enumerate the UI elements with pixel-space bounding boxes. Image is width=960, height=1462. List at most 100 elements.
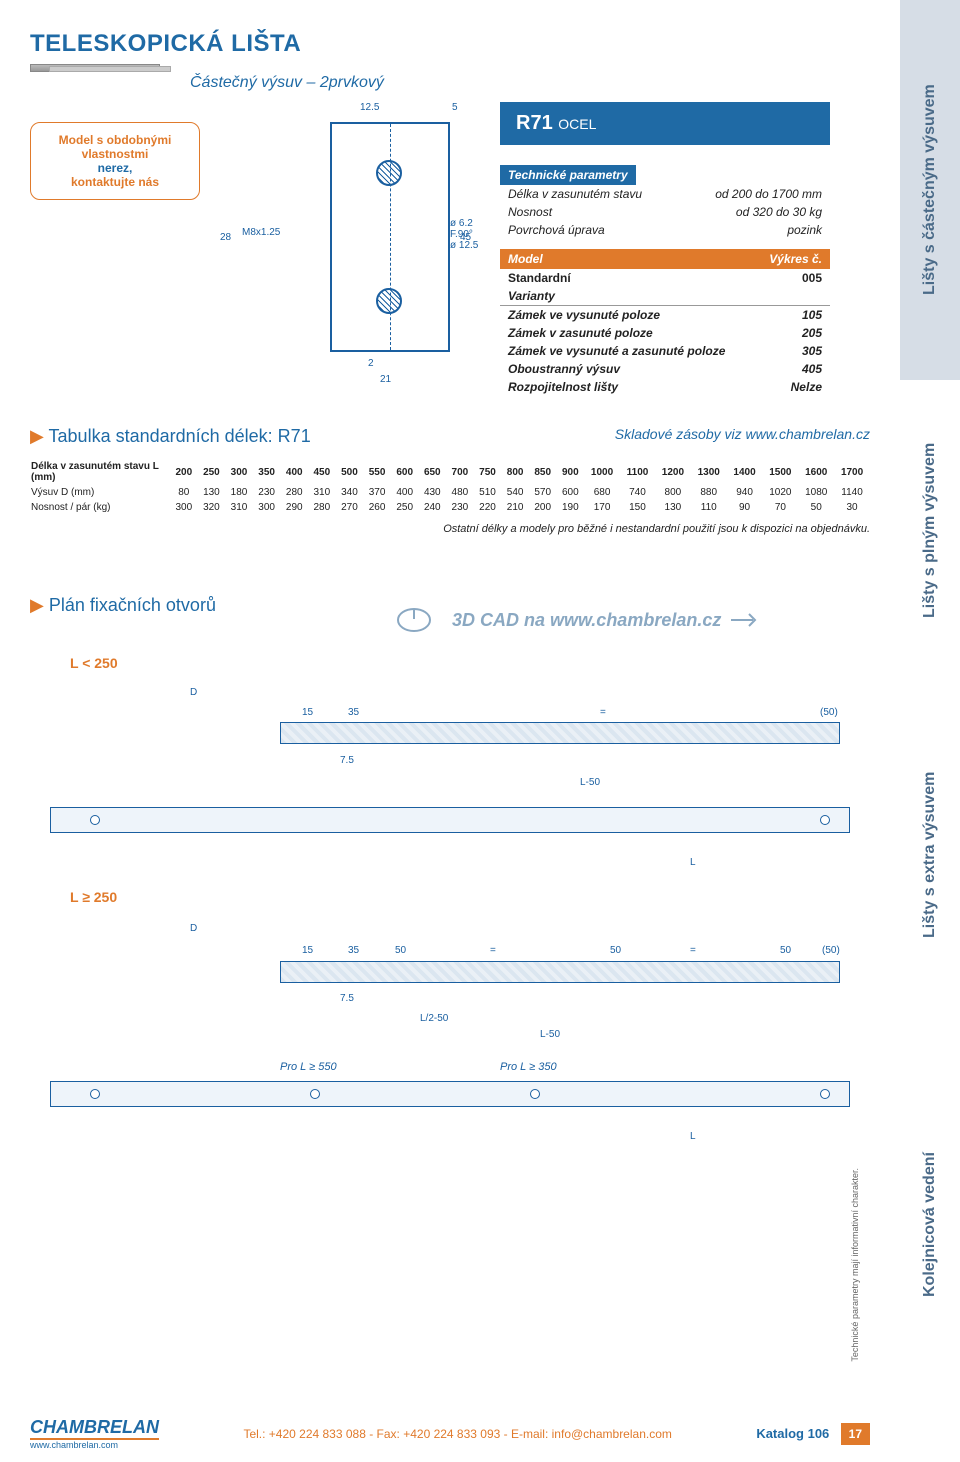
variant-value: Nelze <box>791 380 822 394</box>
note-L550: Pro L ≥ 550 <box>280 1061 337 1073</box>
page-number: 17 <box>841 1423 870 1445</box>
table-row-label: Výsuv D (mm) <box>30 485 170 500</box>
brand-logo: CHAMBRELAN <box>30 1417 159 1440</box>
table-cell: 1700 <box>834 459 870 485</box>
sidebar-tab-linear[interactable]: Kolejnicová vedení <box>900 1030 960 1420</box>
table-cell: 200 <box>170 459 198 485</box>
table-cell: 510 <box>474 485 502 500</box>
standard-k: Standardní <box>508 271 571 285</box>
variant-value: 305 <box>802 344 822 358</box>
table-cell: 1500 <box>762 459 798 485</box>
table-cell: 1000 <box>584 459 620 485</box>
table-cell: 180 <box>225 485 253 500</box>
table-cell: 1600 <box>798 459 834 485</box>
triangle-icon: ▶ <box>30 595 44 615</box>
catalog-label: Katalog 106 <box>756 1426 829 1441</box>
dim-label: 21 <box>380 374 391 385</box>
lengths-heading: ▶ Tabulka standardních délek: R71 Sklado… <box>30 426 870 447</box>
mouse-icon <box>396 605 442 635</box>
table-cell: 300 <box>170 500 198 515</box>
badge-line: Model s obdobnými <box>45 133 185 147</box>
table-cell: 240 <box>418 500 446 515</box>
table-cell: 1020 <box>762 485 798 500</box>
model-hdr-k: Model <box>508 252 543 266</box>
dim-50: 50 <box>395 945 406 956</box>
dim-D: D <box>190 923 197 934</box>
table-cell: 350 <box>253 459 281 485</box>
stock-note: Skladové zásoby viz www.chambrelan.cz <box>615 426 870 442</box>
table-cell: 1200 <box>655 459 691 485</box>
variant-key: Rozpojitelnost lišty <box>508 380 618 394</box>
table-cell: 90 <box>727 500 763 515</box>
table-cell: 130 <box>198 485 226 500</box>
table-cell: 1300 <box>691 459 727 485</box>
table-cell: 370 <box>363 485 391 500</box>
plan-heading: ▶ Plán fixačních otvorů <box>30 595 216 616</box>
table-row-label: Nosnost / pár (kg) <box>30 500 170 515</box>
variant-row: Zámek ve vysunuté poloze105 <box>500 306 830 324</box>
diagram-label: L ≥ 250 <box>70 889 870 905</box>
variant-key: Oboustranný výsuv <box>508 362 620 376</box>
table-cell: 1400 <box>727 459 763 485</box>
table-cell: 80 <box>170 485 198 500</box>
standard-row: Standardní 005 <box>500 269 830 287</box>
dim-L2-50: L/2-50 <box>420 1013 448 1024</box>
triangle-icon: ▶ <box>30 426 44 446</box>
table-cell: 230 <box>446 500 474 515</box>
note-L350: Pro L ≥ 350 <box>500 1061 557 1073</box>
table-cell: 540 <box>501 485 529 500</box>
page-footer: CHAMBRELAN www.chambrelan.com Tel.: +420… <box>0 1405 900 1462</box>
sidebar-tab-full[interactable]: Lišty s plným výsuvem <box>900 380 960 680</box>
table-cell: 740 <box>620 485 655 500</box>
variants-label: Varianty <box>500 287 830 306</box>
variant-row: Zámek ve vysunuté a zasunuté poloze305 <box>500 342 830 360</box>
dim-eq: = <box>690 945 696 956</box>
dim-L: L <box>690 857 696 868</box>
table-cell: 250 <box>391 500 419 515</box>
variant-row: Oboustranný výsuv 405 <box>500 360 830 378</box>
table-cell: 800 <box>501 459 529 485</box>
table-cell: 230 <box>253 485 281 500</box>
dim-50: 50 <box>780 945 791 956</box>
spec-key: Délka v zasunutém stavu <box>508 187 642 201</box>
vertical-disclaimer: Technické parametry mají informativní ch… <box>850 1168 860 1362</box>
dim-eq: = <box>490 945 496 956</box>
standard-v: 005 <box>802 271 822 285</box>
dim-label: 45 <box>460 232 471 243</box>
dim-50paren: (50) <box>820 707 838 718</box>
badge-line: nerez, <box>45 161 185 175</box>
variant-value: 405 <box>802 362 822 376</box>
cad-banner[interactable]: 3D CAD na www.chambrelan.cz <box>396 605 761 635</box>
diagram-label: L < 250 <box>70 655 870 671</box>
variant-value: 205 <box>802 326 822 340</box>
sidebar-tab-extra[interactable]: Lišty s extra výsuvem <box>900 680 960 1030</box>
dim-7-5: 7.5 <box>340 993 354 1004</box>
table-cell: 400 <box>391 485 419 500</box>
product-code: R71 <box>516 112 553 134</box>
spec-value: od 320 do 30 kg <box>736 205 822 219</box>
table-cell: 680 <box>584 485 620 500</box>
table-cell: 880 <box>691 485 727 500</box>
table-cell: 800 <box>655 485 691 500</box>
info-badge: Model s obdobnými vlastnostmi nerez, kon… <box>30 122 200 200</box>
table-cell: 500 <box>336 459 364 485</box>
page-subtitle: Částečný výsuv – 2prvkový <box>190 74 870 92</box>
table-cell: 550 <box>363 459 391 485</box>
table-cell: 290 <box>280 500 308 515</box>
spec-row: Povrchová úpravapozink <box>500 221 830 239</box>
table-cell: 130 <box>655 500 691 515</box>
dim-label: 28 <box>220 232 231 243</box>
badge-line: kontaktujte nás <box>45 175 185 189</box>
product-banner: R71 OCEL <box>500 102 830 145</box>
model-header-bar: Model Výkres č. <box>500 249 830 269</box>
title-decor <box>30 64 160 72</box>
dim-label: 12.5 <box>360 102 379 113</box>
table-cell: 250 <box>198 459 226 485</box>
variant-row: Rozpojitelnost lišty Nelze <box>500 378 830 396</box>
brand-url[interactable]: www.chambrelan.com <box>30 1440 159 1450</box>
table-cell: 210 <box>501 500 529 515</box>
table-cell: 600 <box>557 485 585 500</box>
sidebar-tab-partial[interactable]: Lišty s částečným výsuvem <box>900 0 960 380</box>
tech-params-label: Technické parametry <box>500 165 636 185</box>
dim-50: 50 <box>610 945 621 956</box>
